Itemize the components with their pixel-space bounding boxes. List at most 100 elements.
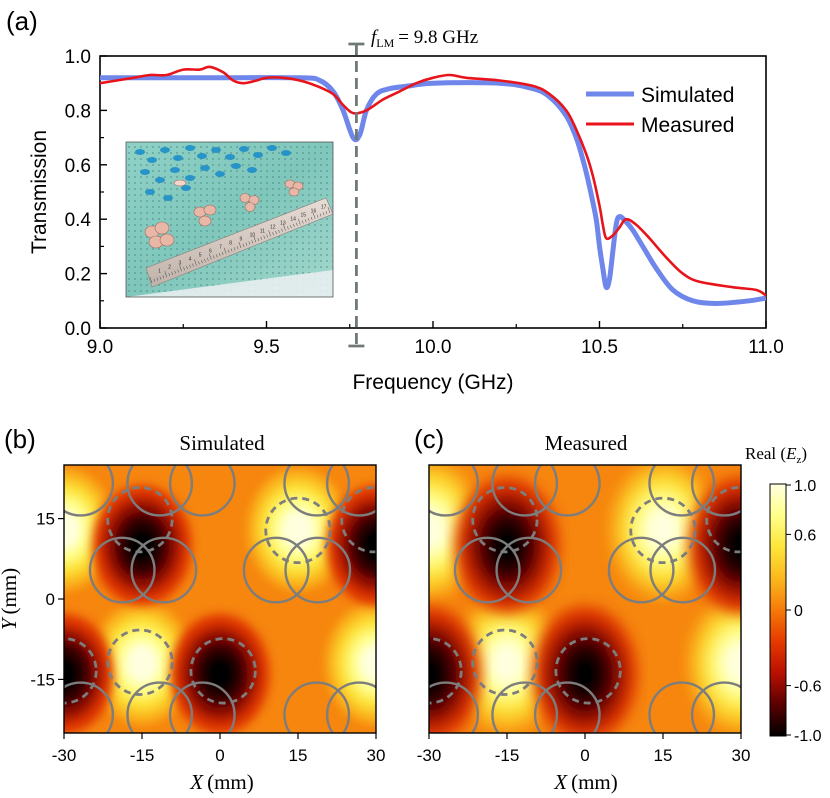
y-tick-label-a: 0.6 [65, 156, 91, 177]
series-line-measured [100, 65, 766, 297]
resonator-outline [649, 536, 717, 604]
field-map-simulated [64, 465, 376, 733]
resonator-outline [648, 465, 716, 517]
resonator-outline [533, 681, 601, 733]
svg-text:14: 14 [290, 217, 296, 223]
svg-text:12: 12 [270, 225, 276, 231]
resonator-outline [64, 681, 115, 733]
blue-resonator-array [135, 145, 291, 201]
y-tick-label-a: 0.4 [65, 210, 92, 231]
resonator-outline [283, 465, 351, 517]
svg-text:3: 3 [178, 261, 181, 267]
resonator-outline [242, 536, 310, 604]
resonator-outline-dashed [64, 637, 98, 705]
legend: Simulated Measured [586, 84, 734, 137]
svg-text:11: 11 [260, 229, 265, 235]
resonator-outline [648, 681, 716, 733]
panel-label-c: (c) [414, 424, 444, 454]
resonator-outline [491, 681, 559, 733]
y-tick-label-a: 0.2 [65, 265, 91, 286]
svg-text:9: 9 [239, 237, 242, 243]
colorbar-tick-label: 0.6 [794, 527, 816, 544]
svg-text:16: 16 [311, 209, 317, 215]
svg-text:1: 1 [158, 269, 161, 275]
resonator-outline-dashed [629, 496, 697, 565]
resonator-outline [690, 681, 741, 733]
resonator-outline [88, 536, 156, 604]
x-tick-label-b: -15 [130, 746, 155, 765]
x-tick-label-b: 30 [367, 746, 386, 765]
panel-c: (c) Measured -30 -15 0 15 30 X (mm) [414, 424, 751, 794]
x-tick-label-c: 0 [580, 746, 589, 765]
resonator-outline-dashed [264, 496, 332, 565]
field-maximum [92, 603, 192, 724]
resonator-outline [126, 465, 194, 517]
x-axis-title-a: Frequency (GHz) [352, 371, 513, 394]
resonator-outline-dashed [106, 486, 174, 554]
colorbar: Real (Ez) 1.0 0.6 0 -0.6 -1.0 [745, 444, 822, 745]
field-map-measured [429, 465, 741, 733]
y-axis-title-b: Y(mm) [0, 568, 21, 630]
resonator-outline-dashed [189, 637, 257, 705]
x-tick-label-b: 0 [215, 746, 224, 765]
x-tick-label-c: 30 [732, 746, 751, 765]
resonator-outline-dashed [471, 628, 539, 696]
colorbar-title: Real (Ez) [745, 444, 807, 466]
resonator-outline [168, 465, 236, 517]
y-axis-title-a: Transmission [28, 130, 51, 254]
x-tick-label-b: 15 [289, 746, 308, 765]
heatmap-title-b: Simulated [179, 431, 265, 455]
panel-label-a: (a) [6, 6, 38, 36]
svg-text:7: 7 [219, 245, 222, 251]
resonator-outline-dashed [340, 486, 376, 554]
resonator-outline [284, 536, 352, 604]
x-tick-label-a: 10.0 [415, 337, 452, 358]
x-tick-label-b: -30 [52, 746, 77, 765]
resonator-outline [126, 681, 194, 733]
heatmap-title-c: Measured [545, 431, 628, 455]
svg-text:13: 13 [280, 221, 286, 227]
resonator-outline [495, 536, 563, 604]
svg-text:4: 4 [189, 257, 192, 263]
field-minimum [64, 614, 114, 733]
x-tick-label-c: -15 [495, 746, 520, 765]
resonator-outlines-b [64, 465, 376, 733]
plot-b-ticks: -30 -15 0 15 30 15 0 -15 [30, 510, 385, 765]
colorbar-tick-label: 1.0 [794, 478, 816, 495]
svg-text:5: 5 [199, 253, 202, 259]
svg-text:17: 17 [321, 205, 327, 211]
field-minimum [689, 477, 741, 613]
resonator-outline [533, 465, 601, 517]
x-tick-label-a: 11.0 [748, 337, 784, 358]
x-axis-title-c: X (mm) [553, 770, 617, 794]
x-tick-label-a: 9.0 [87, 337, 113, 358]
x-tick-label-c: -30 [417, 746, 442, 765]
svg-text:8: 8 [229, 241, 232, 247]
legend-label-measured: Measured [641, 114, 734, 137]
plot-c-ticks: -30 -15 0 15 30 [417, 733, 751, 765]
svg-text:15: 15 [301, 213, 307, 219]
field-maximum [326, 603, 376, 724]
x-tick-label-c: 15 [654, 746, 673, 765]
resonator-outline [283, 681, 351, 733]
resonator-outline-dashed [705, 486, 741, 554]
y-tick-label-a: 1.0 [65, 47, 91, 68]
plot-a-series [100, 65, 766, 306]
x-axis-title-b: X (mm) [189, 770, 253, 794]
resonator-outline [325, 681, 376, 733]
resonator-outline [453, 536, 521, 604]
svg-text:2: 2 [168, 265, 171, 271]
panel-label-b: (b) [4, 424, 36, 454]
panel-a: (a) [6, 6, 784, 394]
colorbar-tick-label: -1.0 [794, 728, 822, 745]
colorbar-tick-label: 0 [794, 603, 803, 620]
y-tick-label-a: 0.0 [65, 319, 91, 340]
series-line-simulated [100, 75, 766, 306]
plot-a-ticks: 9.0 9.5 10.0 10.5 11.0 0.0 0.2 0.4 0.6 0.8 1.0 [65, 47, 784, 358]
flm-marker [348, 42, 365, 348]
y-tick-label-b: 0 [46, 590, 55, 609]
resonator-outline-dashed [471, 486, 539, 554]
